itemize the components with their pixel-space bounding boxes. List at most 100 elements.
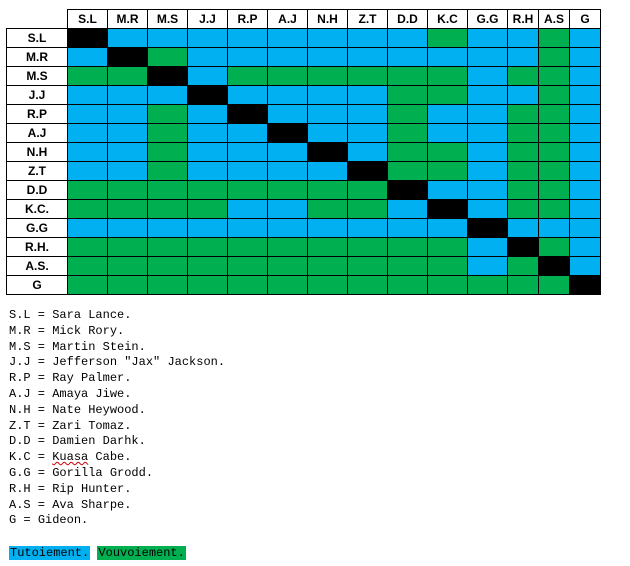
matrix-cell-vouvoiement — [507, 66, 539, 86]
matrix-cell-self — [307, 142, 348, 162]
matrix-cell-vouvoiement — [427, 161, 468, 181]
matrix-cell-tutoiement — [507, 218, 539, 238]
matrix-cell-vouvoiement — [107, 275, 148, 295]
matrix-cell-vouvoiement — [347, 66, 388, 86]
legend-separator: = — [30, 434, 53, 449]
matrix-cell-vouvoiement — [147, 104, 188, 124]
matrix-cell-tutoiement — [347, 28, 388, 48]
matrix-cell-tutoiement — [387, 28, 428, 48]
matrix-row: S.L — [6, 28, 601, 48]
row-header: R.P — [6, 104, 68, 124]
matrix-cell-tutoiement — [227, 199, 268, 219]
matrix-cell-tutoiement — [67, 47, 108, 67]
matrix-row: M.R — [6, 47, 601, 67]
matrix-cell-tutoiement — [67, 142, 108, 162]
matrix-cell-vouvoiement — [507, 123, 539, 143]
matrix-cell-tutoiement — [467, 237, 508, 257]
matrix-cell-tutoiement — [427, 47, 468, 67]
legend-item: G.G = Gorilla Grodd. — [9, 466, 225, 482]
matrix-cell-vouvoiement — [387, 237, 428, 257]
legend-separator: = — [30, 481, 53, 496]
matrix-cell-vouvoiement — [187, 237, 228, 257]
matrix-cell-tutoiement — [227, 47, 268, 67]
matrix-cell-vouvoiement — [387, 142, 428, 162]
matrix-cell-tutoiement — [107, 218, 148, 238]
matrix-cell-vouvoiement — [538, 28, 570, 48]
matrix-cell-tutoiement — [569, 218, 601, 238]
legend-name: Rip Hunter. — [52, 481, 132, 496]
legend-name: Gorilla Grodd. — [52, 465, 154, 480]
matrix-cell-tutoiement — [427, 123, 468, 143]
matrix-cell-vouvoiement — [67, 275, 108, 295]
matrix-cell-self — [107, 47, 148, 67]
matrix-cell-vouvoiement — [107, 256, 148, 276]
row-header: A.J — [6, 123, 68, 143]
legend-item: A.J = Amaya Jiwe. — [9, 387, 225, 403]
legend-item: K.C = Kuasa Cabe. — [9, 450, 225, 466]
legend-item: S.L = Sara Lance. — [9, 308, 225, 324]
matrix-cell-tutoiement — [467, 47, 508, 67]
matrix-cell-self — [507, 237, 539, 257]
legend-name: Martin Stein. — [52, 339, 146, 354]
matrix-cell-vouvoiement — [347, 199, 388, 219]
matrix-cell-tutoiement — [427, 180, 468, 200]
column-header: Z.T — [347, 9, 388, 29]
matrix-header-row: S.L M.R M.S J.J R.P A.J N.H Z.T D.D K.C … — [6, 9, 601, 29]
legend-item: R.H = Rip Hunter. — [9, 482, 225, 498]
matrix-cell-tutoiement — [307, 28, 348, 48]
matrix-cell-vouvoiement — [187, 275, 228, 295]
matrix-row: K.C. — [6, 199, 601, 219]
matrix-cell-tutoiement — [187, 123, 228, 143]
matrix-cell-tutoiement — [267, 218, 308, 238]
matrix-cell-vouvoiement — [538, 85, 570, 105]
matrix-cell-tutoiement — [569, 180, 601, 200]
legend-abbr: N.H — [9, 402, 31, 417]
color-key: Tutoiement. Vouvoiement. — [9, 546, 186, 560]
matrix-cell-tutoiement — [467, 85, 508, 105]
matrix-cell-tutoiement — [67, 218, 108, 238]
matrix-cell-vouvoiement — [538, 275, 570, 295]
column-header: D.D — [387, 9, 428, 29]
matrix-cell-tutoiement — [507, 85, 539, 105]
matrix-cell-self — [147, 66, 188, 86]
matrix-cell-vouvoiement — [307, 237, 348, 257]
matrix-cell-tutoiement — [147, 28, 188, 48]
matrix-cell-vouvoiement — [307, 180, 348, 200]
matrix-cell-vouvoiement — [227, 275, 268, 295]
column-header: A.S — [538, 9, 570, 29]
row-header: K.C. — [6, 199, 68, 219]
column-header: S.L — [67, 9, 108, 29]
legend-abbr: G — [9, 513, 17, 528]
legend-name: Jefferson "Jax" Jackson. — [52, 355, 226, 370]
legend-separator: = — [30, 386, 53, 401]
legend-abbr: Z.T — [9, 418, 31, 433]
column-header: R.P — [227, 9, 268, 29]
legend-abbr: G.G — [9, 465, 31, 480]
matrix-cell-vouvoiement — [307, 199, 348, 219]
matrix-cell-vouvoiement — [147, 180, 188, 200]
matrix-cell-tutoiement — [187, 104, 228, 124]
matrix-cell-vouvoiement — [387, 66, 428, 86]
legend-separator: = — [30, 450, 53, 465]
matrix-row: M.S — [6, 66, 601, 86]
matrix-cell-vouvoiement — [107, 237, 148, 257]
matrix-cell-tutoiement — [569, 256, 601, 276]
legend-item: M.S = Martin Stein. — [9, 340, 225, 356]
matrix-cell-tutoiement — [467, 256, 508, 276]
legend-abbr: A.J — [9, 386, 31, 401]
matrix-cell-tutoiement — [107, 142, 148, 162]
matrix-cell-vouvoiement — [267, 275, 308, 295]
matrix-row: R.H. — [6, 237, 601, 257]
matrix-cell-tutoiement — [347, 104, 388, 124]
matrix-cell-vouvoiement — [347, 256, 388, 276]
matrix-cell-tutoiement — [347, 142, 388, 162]
matrix-cell-tutoiement — [267, 28, 308, 48]
matrix-cell-self — [187, 85, 228, 105]
legend-item: R.P = Ray Palmer. — [9, 371, 225, 387]
matrix-cell-vouvoiement — [538, 142, 570, 162]
matrix-cell-vouvoiement — [147, 123, 188, 143]
legend-name: Ray Palmer. — [52, 371, 132, 386]
legend-abbr: M.S — [9, 339, 31, 354]
matrix-cell-vouvoiement — [538, 123, 570, 143]
matrix-cell-vouvoiement — [427, 237, 468, 257]
